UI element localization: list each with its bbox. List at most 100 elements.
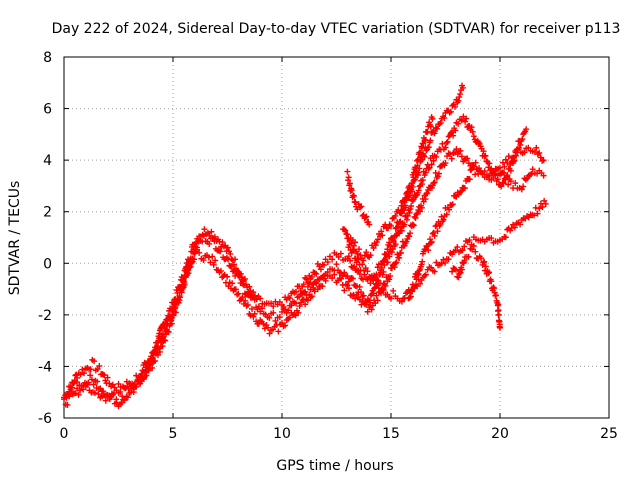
- data-point-track-c: [458, 153, 465, 160]
- data-point-track-c: [393, 259, 400, 266]
- data-point-track-b: [482, 152, 489, 159]
- data-point-track-b: [384, 259, 391, 266]
- data-point-track-b: [428, 161, 435, 168]
- x-tick-label: 25: [600, 426, 618, 442]
- data-point-track-c: [363, 301, 370, 308]
- data-point-track-f: [497, 324, 503, 331]
- data-point-track-c: [84, 381, 91, 388]
- data-point-track-c: [139, 367, 146, 374]
- data-point-track-b: [353, 283, 360, 290]
- data-point-track-b: [406, 209, 413, 216]
- data-point-track-g: [378, 228, 385, 235]
- data-point-track-d: [431, 232, 438, 239]
- data-point-track-c: [200, 257, 207, 264]
- data-point-track-c: [182, 273, 189, 280]
- data-point-track-d: [428, 238, 435, 245]
- data-point-track-g: [417, 149, 424, 156]
- data-point-track-d: [516, 144, 523, 151]
- data-point-track-c: [212, 257, 219, 264]
- data-point-track-d: [370, 277, 377, 284]
- data-point-track-d: [495, 165, 502, 172]
- data-point-track-c: [364, 308, 371, 315]
- data-point-track-c: [448, 155, 455, 162]
- data-point-track-b: [255, 303, 262, 310]
- data-point-track-c: [391, 264, 398, 271]
- data-point-track-b: [272, 317, 279, 324]
- y-tick-label: 6: [43, 102, 52, 118]
- data-point-track-b: [468, 124, 475, 131]
- data-point-track-c: [137, 373, 144, 380]
- data-point-track-b: [140, 375, 147, 382]
- data-point-track-a: [241, 275, 248, 282]
- data-point-track-b: [259, 305, 266, 312]
- data-point-track-c: [457, 147, 464, 154]
- data-point-track-d: [380, 287, 387, 294]
- data-point-track-b: [398, 227, 405, 234]
- data-point-track-c: [304, 297, 311, 304]
- axis-ticks: 0 5 10 15 20 25 -6 -4 -2 0 2 4 6 8: [38, 50, 618, 442]
- data-point-track-c: [322, 277, 329, 284]
- data-point-track-d: [507, 160, 514, 167]
- data-point-track-b: [87, 372, 94, 379]
- data-point-track-g: [350, 242, 357, 249]
- data-point-track-b: [285, 307, 292, 314]
- data-point-track-c: [338, 275, 345, 282]
- data-point-track-c: [378, 290, 385, 297]
- data-point-track-c: [242, 297, 249, 304]
- data-point-track-c: [160, 333, 167, 340]
- data-point-track-c: [386, 276, 393, 283]
- data-point-track-c: [295, 309, 302, 316]
- data-point-track-b: [430, 157, 437, 164]
- data-point-track-a: [208, 228, 215, 235]
- plot-frame: [63, 56, 610, 419]
- data-point-track-b: [246, 291, 253, 298]
- data-point-track-c: [235, 290, 242, 297]
- data-point-track-c: [232, 286, 239, 293]
- data-point-track-b: [276, 314, 283, 321]
- data-point-track-c: [507, 178, 514, 185]
- x-tick-label: 10: [273, 426, 291, 442]
- data-point-track-c: [319, 283, 326, 290]
- data-point-track-d: [448, 202, 455, 209]
- data-point-track-b: [240, 282, 247, 289]
- data-point-track-a: [351, 263, 358, 270]
- data-point-track-f: [452, 266, 459, 273]
- data-point-track-b: [523, 126, 530, 133]
- data-point-track-c: [356, 296, 363, 303]
- data-point-track-g: [413, 165, 420, 172]
- data-point-track-a: [431, 130, 438, 137]
- data-point-track-c: [146, 358, 153, 365]
- data-point-track-c: [341, 287, 348, 294]
- data-point-track-d: [430, 229, 437, 236]
- y-tick-label: 4: [43, 153, 52, 169]
- data-point-track-d: [472, 159, 479, 166]
- data-point-track-b: [282, 306, 289, 313]
- data-point-track-a: [434, 125, 441, 132]
- data-point-track-c: [210, 261, 217, 268]
- data-point-track-h: [344, 168, 351, 175]
- data-point-track-b: [293, 300, 300, 307]
- data-point-track-c: [464, 155, 471, 162]
- data-point-track-d: [359, 261, 366, 268]
- data-point-track-c: [286, 314, 293, 321]
- data-point-track-b: [401, 221, 408, 228]
- data-point-track-c: [164, 320, 171, 327]
- data-point-track-b: [425, 165, 432, 172]
- data-point-track-c: [311, 288, 318, 295]
- data-point-track-c: [409, 221, 416, 228]
- data-point-track-b: [159, 343, 166, 350]
- y-axis-label: SDTVAR / TECUs: [7, 181, 23, 296]
- data-point-track-a: [224, 244, 231, 251]
- data-point-track-d: [536, 149, 543, 156]
- data-point-track-c: [178, 289, 185, 296]
- data-point-track-b: [137, 380, 144, 387]
- data-point-track-b: [426, 164, 433, 171]
- data-point-track-h: [345, 174, 352, 181]
- data-point-track-e: [445, 256, 452, 263]
- data-point-track-e: [454, 244, 461, 251]
- data-point-track-c: [431, 179, 438, 186]
- data-point-track-e: [536, 205, 543, 212]
- data-point-track-g: [367, 252, 374, 259]
- data-point-track-c: [388, 265, 395, 272]
- data-point-track-c: [158, 338, 165, 345]
